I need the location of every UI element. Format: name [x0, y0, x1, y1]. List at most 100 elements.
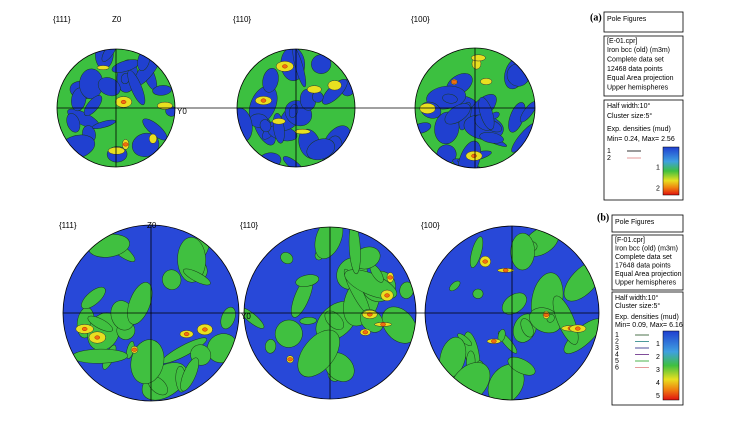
pf-blob [66, 113, 81, 133]
info-detail: Iron bcc (old) (m3m) [615, 245, 678, 252]
legend-label: 1 [607, 148, 611, 155]
pf-blob [259, 119, 272, 133]
info-setting: Half width:10° [615, 294, 658, 302]
pf-peak [470, 54, 486, 62]
pf-blob [182, 268, 211, 286]
pf-blob [262, 67, 279, 93]
colorbar [662, 330, 680, 401]
pf-blob [83, 95, 103, 116]
panel-label: (b) [597, 212, 609, 223]
info-detail: 17648 data points [615, 262, 671, 269]
pf-blob [97, 77, 121, 97]
pf-blob [519, 101, 535, 123]
pf-peak-core [287, 357, 293, 362]
info-title: Pole Figures [607, 16, 647, 23]
pf-peak-core [260, 98, 267, 103]
pf-blob [324, 310, 344, 330]
pf-blob [127, 282, 153, 325]
colorbar [662, 146, 680, 196]
pf-blob [152, 85, 172, 96]
pf-blob [449, 280, 461, 292]
pf-blob [314, 227, 344, 259]
pf-blob [311, 54, 332, 74]
pf-label: {100} [411, 15, 430, 24]
legend-label: 2 [607, 155, 611, 162]
pf-peak-core [183, 332, 190, 337]
pf-peak [272, 118, 286, 125]
pf-blob [552, 295, 579, 345]
colorbar-label: 4 [656, 380, 660, 387]
info-title: Pole Figures [615, 219, 655, 226]
info-detail: Complete data set [607, 57, 664, 64]
pf-peak-core [482, 259, 488, 264]
info-setting: Half width:10° [607, 102, 650, 110]
pf-peak-core [380, 322, 386, 327]
info-box [611, 234, 684, 291]
pf-blob [81, 286, 106, 310]
pf-blob [479, 132, 504, 144]
pf-blob [520, 318, 534, 338]
pf-blob [299, 317, 317, 325]
info-detail: [F-01.cpr] [615, 237, 645, 244]
pf-blob [306, 138, 335, 161]
pf-peak [107, 146, 126, 155]
info-box [611, 214, 684, 233]
pf-peak-core [94, 335, 100, 340]
pf-blob [348, 227, 361, 275]
pf-blob [297, 329, 340, 378]
pf-blob [265, 339, 277, 354]
pf-blob [472, 288, 484, 299]
pole-figure [57, 49, 175, 167]
info-detail: Equal Area projection [607, 75, 674, 82]
pf-peak-core [81, 326, 88, 331]
info-setting: Cluster size:5° [607, 112, 652, 120]
z-label: Z0 [112, 15, 122, 24]
pf-blob [510, 232, 535, 271]
pf-peak [306, 85, 322, 94]
pf-peak [480, 78, 493, 85]
pf-blob [87, 315, 113, 332]
info-setting: Exp. densities (mud) [607, 126, 671, 133]
pf-peak-core [575, 326, 581, 331]
pf-peak-core [471, 153, 477, 158]
pf-blob [130, 339, 165, 385]
pf-label: {110} [240, 221, 258, 230]
panel-label: (a) [590, 12, 602, 23]
colorbar-label: 5 [656, 393, 660, 400]
pf-blob [501, 292, 527, 315]
colorbar-label: 2 [656, 354, 660, 361]
pf-blob [478, 96, 495, 130]
info-detail: [E-01.cpr] [607, 38, 637, 45]
pf-peak [294, 128, 311, 135]
pole-figure [63, 225, 239, 401]
pf-peak-core [543, 312, 549, 317]
pf-blob [280, 252, 294, 265]
legend-label: 5 [615, 358, 619, 365]
pf-blob [311, 91, 324, 103]
pf-blob [507, 356, 536, 376]
pf-blob [442, 93, 458, 104]
info-box [603, 11, 684, 33]
info-detail: Complete data set [615, 254, 672, 261]
pf-blob [180, 357, 199, 392]
colorbar-label: 2 [656, 186, 660, 193]
info-setting: Exp. densities (mud) [615, 314, 679, 321]
colorbar-label: 1 [656, 341, 660, 348]
info-setting: Min= 0.24, Max= 2.56 [607, 136, 675, 143]
pf-peak [96, 65, 110, 71]
pf-peak-core [120, 99, 127, 104]
pf-blob [127, 70, 146, 106]
legend-label: 3 [615, 345, 619, 352]
colorbar-label: 1 [656, 165, 660, 172]
info-setting: Cluster size:5° [615, 302, 660, 310]
legend-label: 6 [615, 364, 619, 371]
pf-peak-core [202, 327, 208, 332]
pf-label: {111} [59, 221, 77, 230]
pf-peak [157, 101, 173, 110]
pf-label: {111} [53, 15, 71, 24]
pf-blob [274, 319, 303, 348]
y-label: Y0 [241, 312, 251, 321]
pf-label: {100} [421, 221, 440, 230]
legend-label: 2 [615, 338, 619, 345]
